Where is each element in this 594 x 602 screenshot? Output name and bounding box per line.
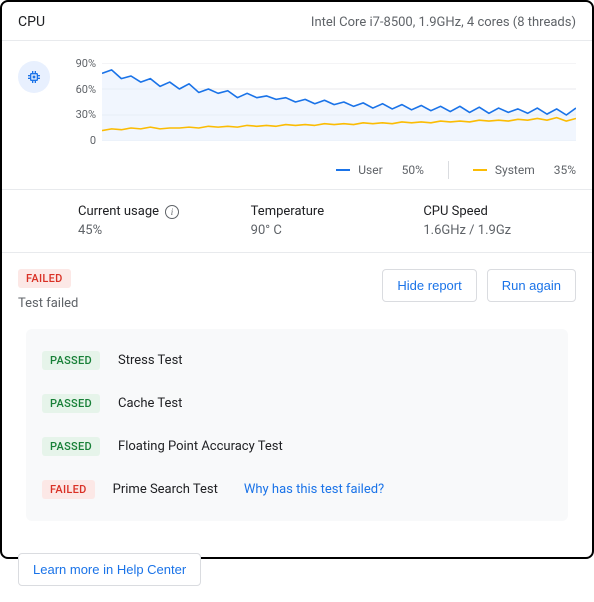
hide-report-button[interactable]: Hide report	[382, 269, 476, 302]
test-name: Floating Point Accuracy Test	[118, 439, 283, 454]
legend-system: System 35%	[473, 163, 576, 177]
cpu-usage-chart: 90% 60% 30% 0	[64, 57, 576, 147]
failed-badge: FAILED	[42, 480, 95, 499]
run-again-button[interactable]: Run again	[487, 269, 576, 302]
cpu-model-text: Intel Core i7-8500, 1.9GHz, 4 cores (8 t…	[311, 15, 576, 30]
stat-current-usage: Current usage i 45%	[78, 204, 231, 238]
header: CPU Intel Core i7-8500, 1.9GHz, 4 cores …	[2, 2, 592, 40]
footer: Learn more in Help Center	[2, 537, 592, 602]
page-title: CPU	[18, 14, 45, 30]
status-text: Test failed	[18, 296, 78, 311]
test-row: PASSED Floating Point Accuracy Test	[42, 425, 552, 468]
test-section: FAILED Test failed Hide report Run again…	[2, 252, 592, 537]
chart-legend: User 50% System 35%	[64, 161, 576, 179]
stats-row: Current usage i 45% Temperature 90° C CP…	[2, 189, 592, 252]
cpu-icon	[18, 61, 50, 93]
test-row: PASSED Cache Test	[42, 382, 552, 425]
test-list: PASSED Stress Test PASSED Cache Test PASSED F…	[26, 329, 568, 521]
status-badge: FAILED	[18, 269, 71, 288]
test-row: PASSED Stress Test	[42, 339, 552, 382]
chart-y-axis: 90% 60% 30% 0	[64, 57, 96, 147]
test-row: FAILED Prime Search Test Why has this test…	[42, 468, 552, 511]
chart-section: 90% 60% 30% 0 User 50% System 35%	[2, 40, 592, 189]
legend-user: User 50%	[336, 163, 424, 177]
info-icon[interactable]: i	[165, 205, 179, 219]
stat-temperature: Temperature 90° C	[251, 204, 404, 238]
learn-more-button[interactable]: Learn more in Help Center	[18, 553, 201, 586]
passed-badge: PASSED	[42, 437, 100, 456]
test-name: Cache Test	[118, 396, 182, 411]
stat-cpu-speed: CPU Speed 1.6GHz / 1.9Gz	[423, 204, 576, 238]
test-name: Stress Test	[118, 353, 183, 368]
passed-badge: PASSED	[42, 351, 100, 370]
passed-badge: PASSED	[42, 394, 100, 413]
test-help-link[interactable]: Why has this test failed?	[244, 482, 384, 497]
test-name: Prime Search Test	[113, 482, 218, 497]
